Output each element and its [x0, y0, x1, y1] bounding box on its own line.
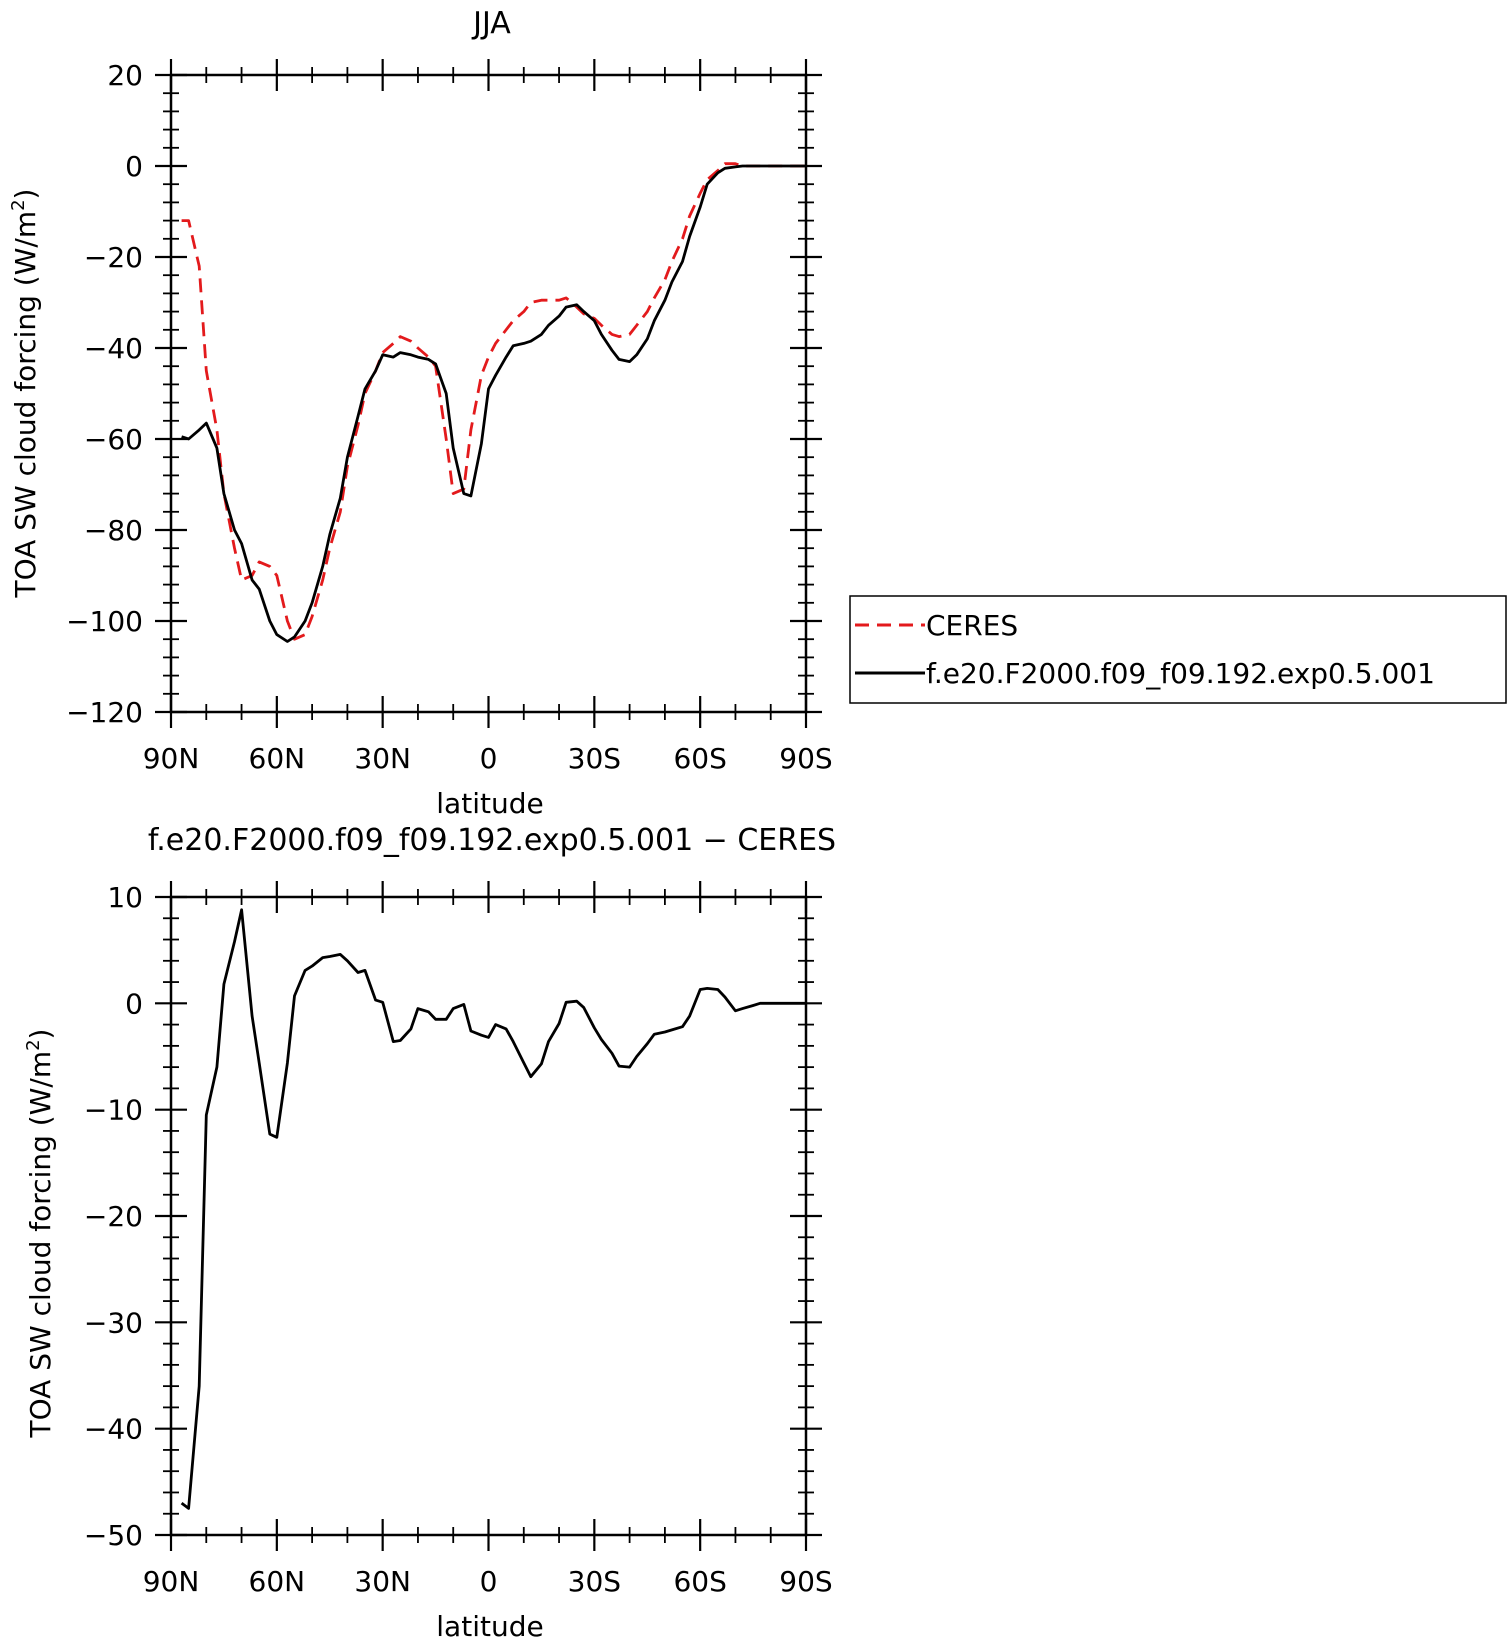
bottom-y-axis-label: TOA SW cloud forcing (W/m2) [23, 1029, 57, 1439]
top-y-tick-label: −60 [84, 423, 143, 456]
bottom-y-tick-labels: 10 0 −10 −20 −30 −40 −50 [84, 881, 143, 1552]
top-y-tick-label: −40 [84, 332, 143, 365]
top-x-tick-labels: 90N 60N 30N 0 30S 60S 90S [143, 742, 833, 775]
bottom-y-axis-label-close: ) [24, 1029, 57, 1040]
bottom-y-axis-label-text: TOA SW cloud forcing (W/m [24, 1051, 57, 1439]
top-y-axis-label-sup: 2 [8, 199, 29, 210]
top-x-tick-label: 60N [249, 742, 306, 775]
top-y-tick-label: 20 [107, 59, 143, 92]
top-y-tick-label: 0 [125, 150, 143, 183]
bottom-x-tick-label: 30S [568, 1565, 621, 1598]
bottom-chart-title: f.e20.F2000.f09_f09.192.exp0.5.001 − CER… [148, 823, 836, 858]
bottom-y-tick-label: −10 [84, 1094, 143, 1127]
top-x-tick-label: 30S [568, 742, 621, 775]
bottom-x-tick-label: 90S [779, 1565, 832, 1598]
bottom-y-tick-label: −20 [84, 1200, 143, 1233]
bottom-plot-frame [169, 895, 808, 1537]
bottom-y-tick-label: 10 [107, 881, 143, 914]
top-x-axis-label: latitude [436, 787, 543, 820]
top-panel: JJA 20 0 −20 −40 −60 −80 −100 −120 90N 60N 30N 0 30… [8, 6, 1507, 820]
legend-ceres-label: CERES [926, 609, 1018, 642]
bottom-y-tick-label: −50 [84, 1519, 143, 1552]
bottom-series-line-0 [180, 908, 806, 1510]
bottom-x-axis-label: latitude [436, 1610, 543, 1643]
top-y-tick-labels: 20 0 −20 −40 −60 −80 −100 −120 [66, 59, 143, 729]
top-y-axis-label-close: ) [9, 189, 42, 200]
top-series-layer [181, 162, 806, 643]
top-y-tick-label: −120 [66, 696, 143, 729]
bottom-panel: f.e20.F2000.f09_f09.192.exp0.5.001 − CER… [23, 823, 836, 1643]
bottom-y-tick-label: −30 [84, 1306, 143, 1339]
bottom-y-tick-label: −40 [84, 1413, 143, 1446]
top-chart-title: JJA [471, 6, 511, 41]
legend: CERES f.e20.F2000.f09_f09.192.exp0.5.001 [849, 595, 1507, 704]
top-series-line-f-e20-f2000-f09-f09-192-exp0-5-001 [181, 164, 806, 643]
bottom-x-tick-label: 0 [480, 1565, 498, 1598]
top-x-tick-label: 0 [480, 742, 498, 775]
bottom-series-layer [180, 908, 806, 1510]
bottom-x-tick-label: 30N [354, 1565, 411, 1598]
bottom-y-axis-label-sup: 2 [23, 1039, 44, 1050]
bottom-axes-ticks [155, 881, 822, 1551]
top-x-tick-label: 30N [354, 742, 411, 775]
bottom-x-tick-labels: 90N 60N 30N 0 30S 60S 90S [143, 1565, 833, 1598]
bottom-x-tick-label: 60N [249, 1565, 306, 1598]
top-y-tick-label: −100 [66, 605, 143, 638]
top-y-tick-label: −20 [84, 241, 143, 274]
top-x-tick-label: 60S [673, 742, 726, 775]
bottom-y-tick-label: 0 [125, 987, 143, 1020]
top-axes-ticks [155, 59, 822, 728]
top-series-line-ceres [181, 162, 806, 641]
top-x-tick-label: 90N [143, 742, 200, 775]
top-y-tick-label: −80 [84, 514, 143, 547]
legend-box [849, 595, 1507, 704]
bottom-x-tick-label: 90N [143, 1565, 200, 1598]
top-y-axis-label: TOA SW cloud forcing (W/m2) [8, 189, 42, 599]
top-x-tick-label: 90S [779, 742, 832, 775]
legend-model-label: f.e20.F2000.f09_f09.192.exp0.5.001 [926, 657, 1435, 690]
bottom-x-tick-label: 60S [673, 1565, 726, 1598]
top-y-axis-label-text: TOA SW cloud forcing (W/m [9, 211, 42, 599]
